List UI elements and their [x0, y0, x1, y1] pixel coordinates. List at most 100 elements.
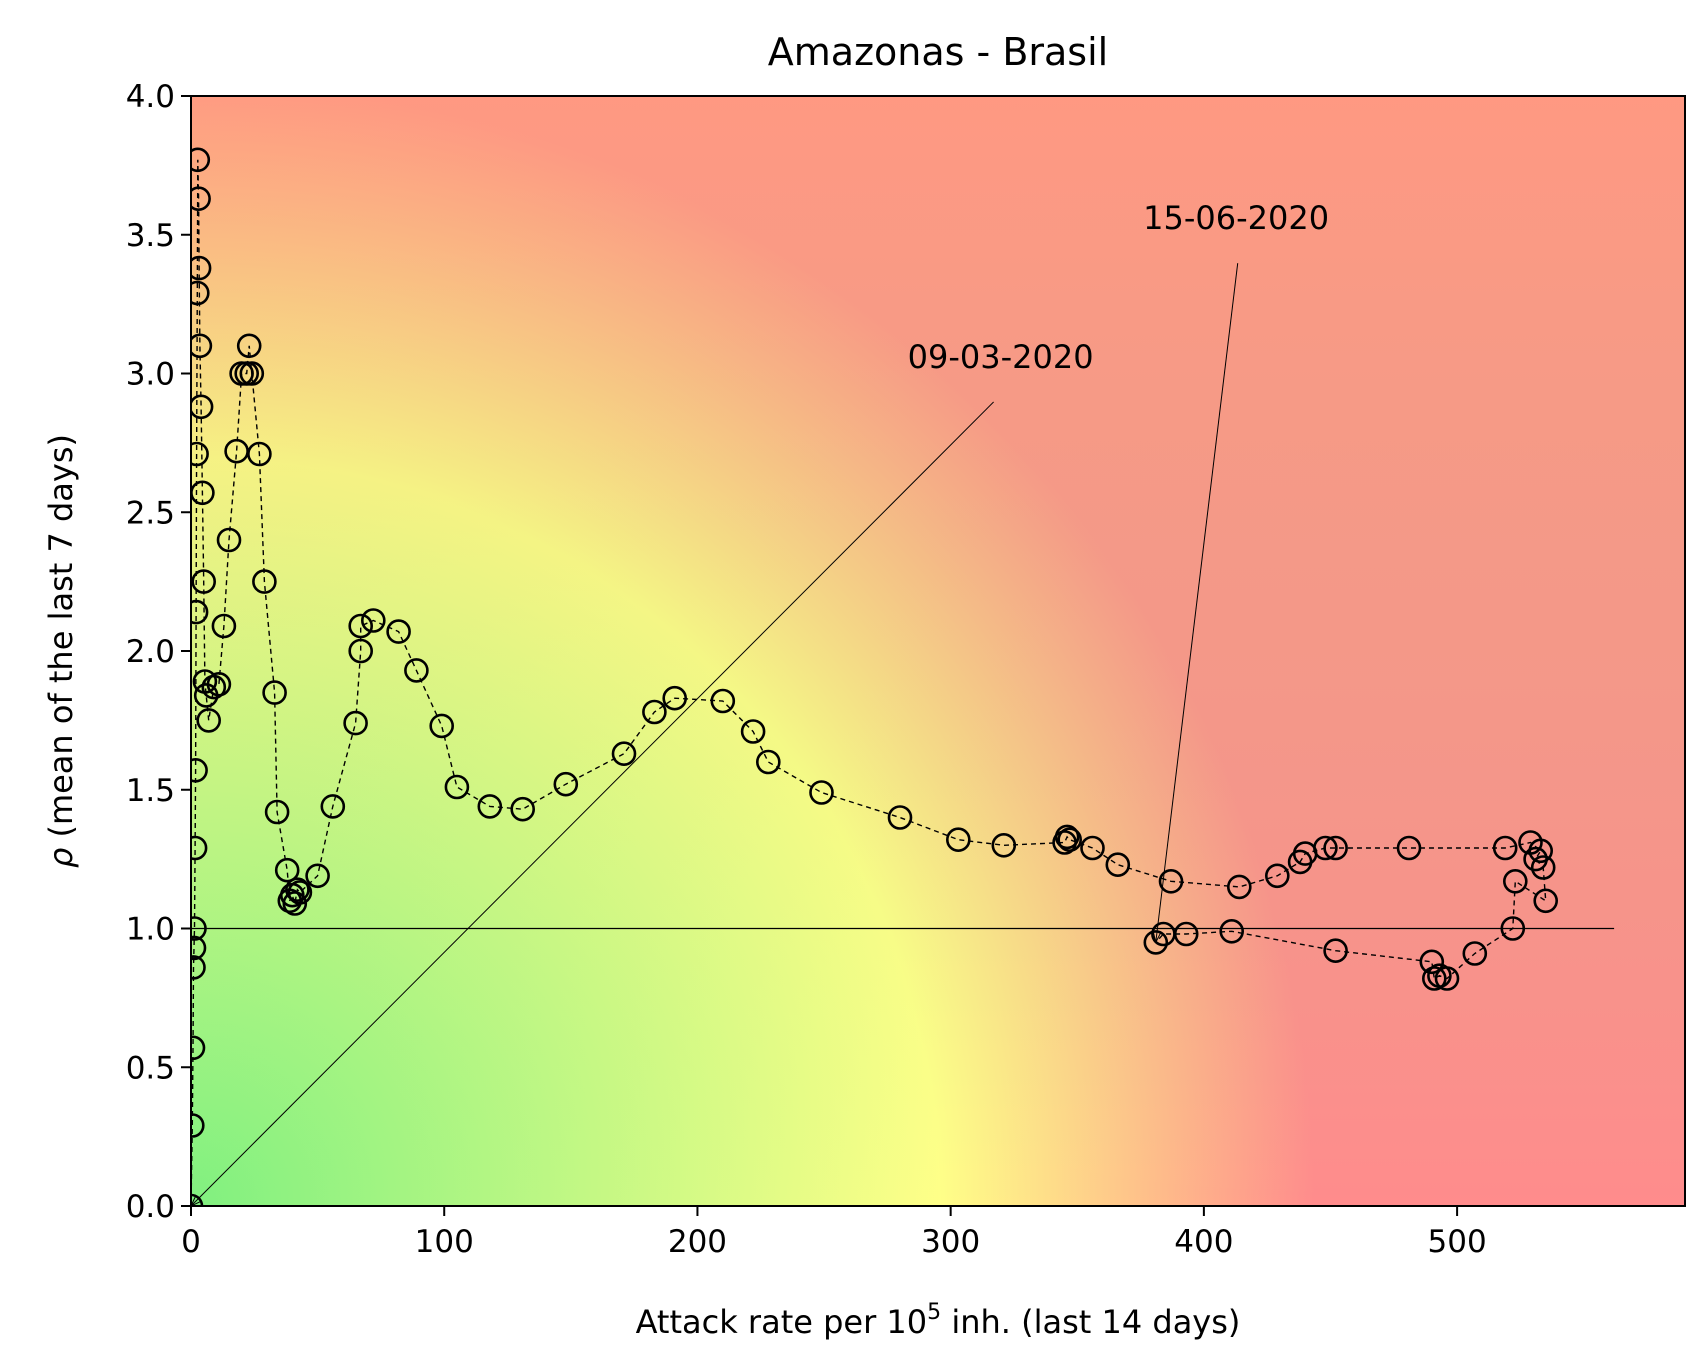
data-point: [262, 680, 287, 705]
data-point: [809, 780, 834, 805]
data-point: [386, 619, 411, 644]
data-point: [191, 280, 210, 306]
data-point: [1158, 868, 1184, 894]
data-point: [191, 916, 207, 941]
data-point: [1530, 855, 1556, 880]
data-point: [945, 827, 971, 853]
data-point: [191, 186, 211, 211]
data-point: [553, 771, 579, 797]
x-tick-label: 0: [181, 1224, 201, 1260]
data-point: [477, 794, 503, 819]
data-point: [1265, 863, 1290, 889]
data-point: [191, 835, 208, 861]
data-point: [320, 794, 346, 819]
data-point: [1419, 949, 1445, 975]
data-point: [196, 708, 221, 733]
x-axis-label-prefix: Attack rate per 10: [636, 1303, 928, 1341]
data-point: [740, 719, 766, 744]
annotation-arrow: [190, 401, 994, 1207]
ticks-layer: 0 100 200 300 400 500 0.0 0.5 1.0 1.5 2.0 2.5 3.0 3.5…: [126, 79, 1487, 1260]
y-tick-label: 4.0: [126, 79, 175, 115]
data-point: [1323, 835, 1348, 861]
y-tick-label: 2.5: [126, 495, 175, 531]
data-point: [1500, 916, 1526, 941]
data-point: [191, 255, 212, 281]
data-point: [642, 699, 667, 725]
y-axis-label-text: (mean of the last 7 days): [42, 434, 80, 848]
data-point: [360, 608, 386, 633]
data-point: [239, 361, 265, 386]
annotation-layer: 09-03-2020 15-06-2020: [189, 199, 1329, 1208]
plot-background-wash: [191, 96, 1685, 1206]
data-point: [1523, 846, 1548, 872]
data-point: [1057, 827, 1082, 853]
data-point: [191, 569, 216, 594]
data-point: [287, 880, 313, 905]
data-point: [236, 333, 262, 359]
data-point: [444, 774, 470, 800]
data-point: [1143, 930, 1169, 955]
data-point: [1151, 921, 1176, 947]
data-point: [247, 441, 272, 467]
data-point: [305, 863, 330, 889]
data-point: [755, 749, 781, 775]
data-point: [252, 569, 277, 594]
data-point: [216, 527, 242, 553]
x-tick-label: 400: [1174, 1224, 1233, 1260]
x-tick-label: 500: [1428, 1224, 1487, 1260]
data-point: [282, 891, 308, 916]
y-tick-label: 0.5: [126, 1050, 175, 1086]
data-point: [191, 1035, 206, 1061]
y-tick-label: 0.0: [126, 1189, 175, 1225]
data-point: [1492, 835, 1518, 861]
data-point: [1054, 824, 1080, 850]
data-point: [348, 638, 374, 664]
data-point: [1227, 874, 1252, 900]
annotation-label: 09-03-2020: [908, 338, 1094, 376]
y-axis-label-symbol: ρ: [42, 848, 80, 868]
data-point: [887, 805, 913, 830]
x-axis-label-superscript: 5: [927, 1300, 941, 1325]
data-point: [1503, 868, 1528, 894]
data-point: [285, 877, 310, 903]
data-point: [191, 333, 213, 359]
data-point: [191, 955, 206, 980]
data-point: [611, 741, 637, 767]
data-point: [348, 613, 374, 639]
data-point: [274, 857, 300, 883]
annotation-label: 15-06-2020: [1143, 199, 1329, 237]
data-point: [1105, 852, 1131, 878]
y-tick-label: 1.0: [126, 912, 175, 948]
data-point: [211, 613, 237, 639]
x-axis-label: Attack rate per 105 inh. (last 14 days): [636, 1300, 1241, 1341]
data-point: [264, 799, 290, 825]
data-point: [1219, 918, 1244, 944]
data-point: [191, 147, 211, 173]
x-tick-label: 300: [921, 1224, 980, 1260]
plot-layer: [191, 147, 1615, 1206]
data-point: [1396, 835, 1422, 861]
y-tick-label: 3.0: [126, 357, 175, 393]
y-tick-label: 2.0: [126, 634, 175, 670]
data-point: [710, 688, 736, 714]
data-point: [1323, 938, 1348, 964]
annotation-arrowhead: [1152, 930, 1162, 944]
data-point: [206, 671, 232, 697]
data-point: [1313, 835, 1338, 861]
data-point: [404, 658, 429, 683]
data-point: [191, 441, 209, 467]
data-point: [343, 710, 368, 736]
y-axis-label: ρ (mean of the last 7 days): [42, 434, 80, 868]
data-point: [510, 796, 536, 822]
data-point: [201, 674, 227, 700]
data-point: [429, 713, 455, 739]
x-tick-label: 200: [668, 1224, 727, 1260]
data-point: [191, 599, 209, 625]
x-tick-label: 100: [415, 1224, 474, 1260]
annotation-arrow: [1155, 263, 1239, 943]
plot-frame: [190, 95, 1686, 1207]
data-point: [662, 685, 688, 711]
data-point: [991, 832, 1017, 858]
